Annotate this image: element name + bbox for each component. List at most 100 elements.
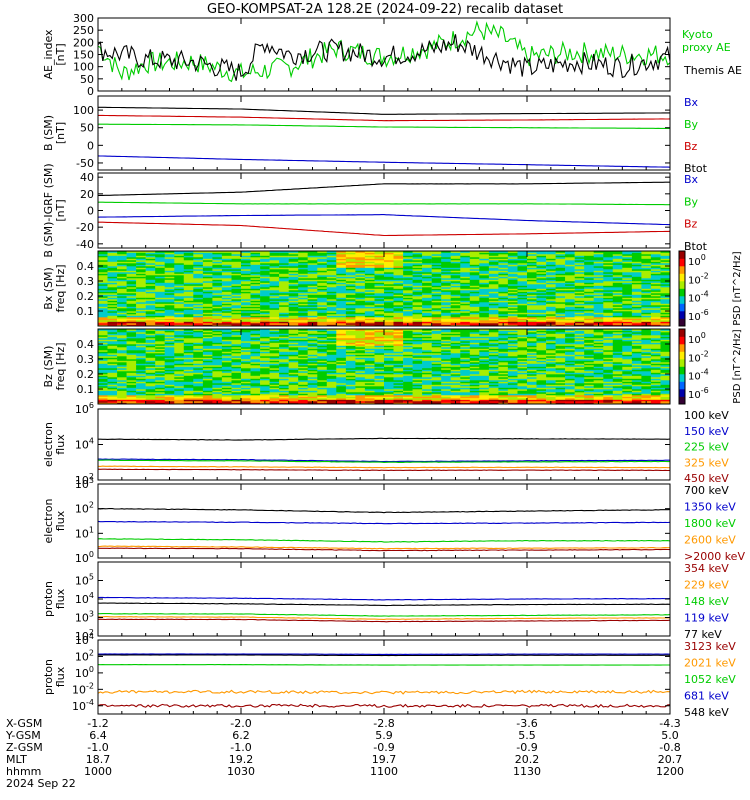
heatmap-cell bbox=[279, 273, 289, 276]
heatmap-cell bbox=[317, 390, 328, 393]
heatmap-cell bbox=[117, 309, 127, 312]
heatmap-cell bbox=[126, 291, 137, 294]
heatmap-cell bbox=[212, 341, 223, 343]
heatmap-cell bbox=[193, 299, 204, 301]
heatmap-cell bbox=[574, 282, 585, 285]
heatmap-cell bbox=[288, 348, 299, 351]
heatmap-cell bbox=[603, 303, 614, 306]
heatmap-cell bbox=[136, 309, 146, 312]
heatmap-cell bbox=[183, 360, 194, 363]
heatmap-cell bbox=[345, 342, 356, 345]
heatmap-cell bbox=[183, 308, 194, 310]
heatmap-cell bbox=[536, 290, 547, 292]
heatmap-cell bbox=[107, 351, 118, 354]
heatmap-cell bbox=[384, 338, 394, 340]
heatmap-cell bbox=[326, 363, 337, 366]
heatmap-cell bbox=[250, 365, 261, 367]
heatmap-cell bbox=[574, 299, 585, 301]
heatmap-cell bbox=[155, 383, 165, 385]
heatmap-cell bbox=[565, 282, 575, 285]
heatmap-cell bbox=[98, 345, 108, 348]
heatmap-cell bbox=[288, 302, 299, 304]
heatmap-cell bbox=[584, 261, 594, 264]
heatmap-cell bbox=[450, 291, 461, 294]
heatmap-cell bbox=[145, 258, 156, 261]
heatmap-cell bbox=[231, 332, 242, 334]
heatmap-cell bbox=[345, 290, 356, 292]
heatmap-cell bbox=[279, 360, 289, 363]
heatmap-cell bbox=[650, 314, 661, 316]
heatmap-cell bbox=[269, 341, 280, 343]
heatmap-cell bbox=[202, 362, 213, 364]
heatmap-cell bbox=[603, 281, 614, 283]
heatmap-cell bbox=[145, 311, 156, 313]
heatmap-cell bbox=[317, 344, 328, 346]
heatmap-cell bbox=[326, 251, 337, 253]
heatmap-cell bbox=[527, 300, 537, 303]
heatmap-cell bbox=[298, 305, 308, 307]
heatmap-cell bbox=[117, 308, 127, 310]
heatmap-cell bbox=[298, 384, 308, 387]
heatmap-cell bbox=[355, 299, 366, 301]
heatmap-cell bbox=[164, 291, 175, 294]
heatmap-cell bbox=[393, 318, 404, 321]
heatmap-cell bbox=[193, 293, 204, 295]
heatmap-cell bbox=[593, 308, 604, 310]
heatmap-cell bbox=[241, 374, 251, 376]
heatmap-cell bbox=[555, 279, 566, 282]
heatmap-cell bbox=[260, 338, 270, 340]
heatmap-cell bbox=[345, 365, 356, 367]
heatmap-cell bbox=[212, 314, 223, 316]
heatmap-cell bbox=[479, 305, 490, 307]
heatmap-cell bbox=[221, 321, 232, 324]
heatmap-cell bbox=[126, 393, 137, 396]
heatmap-cell bbox=[174, 333, 185, 336]
heatmap-cell bbox=[345, 315, 356, 318]
heatmap-cell bbox=[98, 383, 108, 385]
heatmap-cell bbox=[527, 263, 537, 265]
heatmap-cell bbox=[527, 260, 537, 262]
heatmap-cell bbox=[345, 279, 356, 282]
heatmap-cell bbox=[660, 284, 671, 286]
heatmap-cell bbox=[183, 299, 194, 301]
heatmap-cell bbox=[317, 284, 328, 286]
heatmap-cell bbox=[345, 338, 356, 340]
heatmap-cell bbox=[307, 311, 318, 313]
heatmap-cell bbox=[345, 288, 356, 291]
heatmap-cell bbox=[250, 363, 261, 366]
heatmap-cell bbox=[279, 311, 289, 313]
heatmap-cell bbox=[355, 260, 366, 262]
heatmap-cell bbox=[622, 267, 633, 270]
heatmap-cell bbox=[603, 270, 614, 273]
heatmap-cell bbox=[202, 381, 213, 384]
heatmap-cell bbox=[174, 368, 185, 370]
heatmap-cell bbox=[279, 260, 289, 262]
heatmap-cell bbox=[117, 318, 127, 321]
heatmap-cell bbox=[298, 345, 308, 348]
heatmap-cell bbox=[622, 255, 633, 258]
heatmap-cell bbox=[593, 282, 604, 285]
heatmap-cell bbox=[384, 324, 394, 327]
heatmap-cell bbox=[364, 311, 375, 313]
heatmap-cell bbox=[584, 252, 594, 255]
heatmap-cell bbox=[269, 254, 280, 256]
heatmap-cell bbox=[641, 320, 652, 322]
heatmap-cell bbox=[469, 320, 480, 322]
heatmap-cell bbox=[326, 362, 337, 364]
heatmap-cell bbox=[126, 309, 137, 312]
heatmap-cell bbox=[307, 353, 318, 355]
heatmap-cell bbox=[422, 390, 432, 393]
heatmap-cell bbox=[221, 386, 232, 388]
heatmap-cell bbox=[593, 287, 604, 289]
heatmap-cell bbox=[183, 387, 194, 390]
heatmap-cell bbox=[612, 275, 623, 277]
heatmap-cell bbox=[260, 392, 270, 394]
heatmap-cell bbox=[298, 398, 308, 400]
heatmap-cell bbox=[212, 308, 223, 310]
heatmap-cell bbox=[307, 342, 318, 345]
heatmap-cell bbox=[307, 392, 318, 394]
heatmap-cell bbox=[469, 305, 480, 307]
heatmap-cell bbox=[403, 399, 413, 402]
heatmap-cell bbox=[307, 264, 318, 267]
heatmap-cell bbox=[145, 330, 156, 333]
